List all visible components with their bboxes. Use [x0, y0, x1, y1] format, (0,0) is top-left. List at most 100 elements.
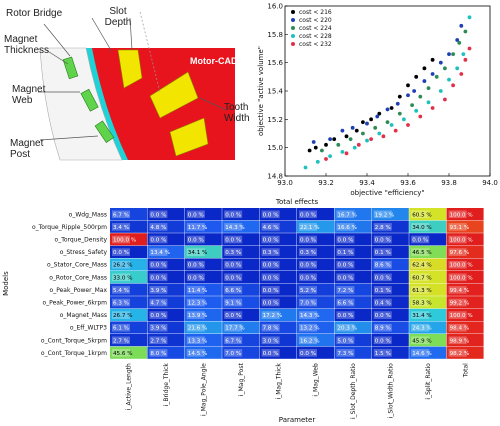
scatter-point: [451, 83, 455, 88]
heatmap-cell: [409, 308, 447, 321]
scatter-point: [467, 15, 472, 20]
cell-label-bg: [373, 235, 392, 244]
cell-label-bg: [112, 223, 130, 231]
cell-label-bg: [149, 311, 168, 319]
scatter-point: [377, 131, 382, 136]
cell-label-bg: [299, 210, 317, 219]
scatter-point: [385, 107, 390, 112]
scatter-point: [414, 108, 419, 113]
heatmap-cell: [297, 308, 334, 321]
y-tick-label: 15.6: [267, 59, 283, 67]
cell-value: 33.0 %: [113, 275, 133, 281]
heatmap-cell: [110, 296, 147, 309]
scatter-point: [397, 94, 402, 99]
heatmap-cell: [297, 283, 334, 296]
heatmap-cell: [409, 334, 447, 347]
cell-value: 0.0 %: [300, 212, 316, 218]
cell-value: 6.7 %: [113, 212, 129, 218]
column-label: i_Mag_Pole_Angle: [201, 363, 208, 416]
heatmap-cell: [147, 220, 185, 233]
cell-value: 0.3 %: [225, 250, 241, 256]
cell-label-bg: [112, 349, 130, 357]
heatmap-cell: [371, 220, 409, 233]
cell-value: 0.0 %: [375, 275, 391, 281]
heatmap-cell: [222, 220, 260, 233]
magnet-2: [80, 88, 99, 112]
cell-value: 8.9 %: [375, 326, 391, 332]
cell-value: 19.2 %: [375, 212, 395, 218]
cell-label-bg: [411, 286, 430, 294]
heatmap-cell: [147, 346, 185, 359]
cell-value: 0.0 %: [150, 263, 166, 269]
heatmap-cell: [371, 271, 409, 284]
cell-label-bg: [373, 248, 392, 256]
cell-label-bg: [373, 223, 392, 231]
scatter-point: [373, 125, 378, 130]
scatter-point: [418, 94, 423, 99]
cell-label-bg: [186, 248, 205, 256]
cell-label-bg: [261, 349, 280, 357]
heatmap-cell: [147, 245, 185, 258]
cell-label-bg: [112, 336, 130, 345]
heatmap-cell: [371, 258, 409, 271]
cell-value: 14.3 %: [225, 225, 245, 231]
cell-value: 61.3 %: [412, 288, 432, 294]
cell-label-bg: [224, 349, 243, 357]
cell-label-bg: [336, 223, 355, 231]
cell-label-bg: [149, 248, 168, 256]
cell-value: 14.6 %: [412, 351, 432, 357]
heatmap-cell: [297, 334, 334, 347]
cell-value: 58.3 %: [412, 301, 432, 307]
scatter-point: [459, 23, 464, 28]
cell-label-bg: [336, 273, 355, 282]
cell-label-bg: [411, 336, 430, 345]
cell-label-bg: [336, 311, 355, 319]
scatter-point: [426, 100, 431, 105]
row-label: o_Rotor_Core_Mass: [49, 274, 107, 281]
heatmap-cell: [259, 233, 297, 246]
heatmap-cell: [259, 208, 297, 221]
scatter-point: [315, 159, 320, 164]
heatmap-cell: [222, 296, 260, 309]
heatmap-cell: [371, 308, 409, 321]
magnet-3: [94, 120, 115, 143]
heatmap-cell: [297, 271, 334, 284]
scatter-point: [406, 83, 410, 88]
heatmap-cell: [147, 233, 185, 246]
cell-value: 0.0 %: [263, 301, 279, 307]
x-axis-label: objective "efficiency": [350, 189, 424, 197]
heatmap-cell: [222, 258, 260, 271]
x-tick-label: 93.6: [400, 179, 416, 187]
heatmap-cell: [409, 271, 447, 284]
cell-value: 100.0 %: [450, 275, 473, 281]
cell-label-bg: [448, 235, 467, 244]
heatmap-cell: [409, 258, 447, 271]
cell-label-bg: [261, 311, 280, 319]
cell-label-bg: [112, 273, 130, 282]
cell-value: 0.0 %: [225, 275, 241, 281]
scatter-point: [463, 29, 468, 34]
cell-value: 0.0 %: [412, 238, 428, 244]
magnet-1: [62, 56, 79, 80]
heatmap-cell: [297, 296, 334, 309]
cell-value: 100.0 %: [113, 238, 136, 244]
heatmap-cell: [259, 346, 297, 359]
x-tick-label: 93.0: [277, 179, 293, 187]
cell-label-bg: [373, 336, 392, 345]
cell-label-bg: [299, 311, 317, 319]
cell-label-bg: [224, 248, 243, 256]
cell-label-bg: [299, 336, 317, 345]
cell-label-bg: [411, 273, 430, 282]
heatmap-cell: [371, 283, 409, 296]
label-rotor-bridge-1: Rotor Bridge: [6, 8, 63, 19]
heatmap-cell: [334, 233, 372, 246]
cell-value: 6.1 %: [113, 326, 129, 332]
cell-value: 98.9 %: [450, 338, 470, 344]
cell-value: 7.3 %: [337, 351, 353, 357]
cell-label-bg: [373, 286, 392, 294]
scatter-point: [352, 145, 357, 150]
cell-label-bg: [448, 210, 467, 219]
scatter-point: [375, 114, 380, 119]
heatmap-cell: [446, 245, 484, 258]
cell-value: 0.4 %: [375, 301, 391, 307]
